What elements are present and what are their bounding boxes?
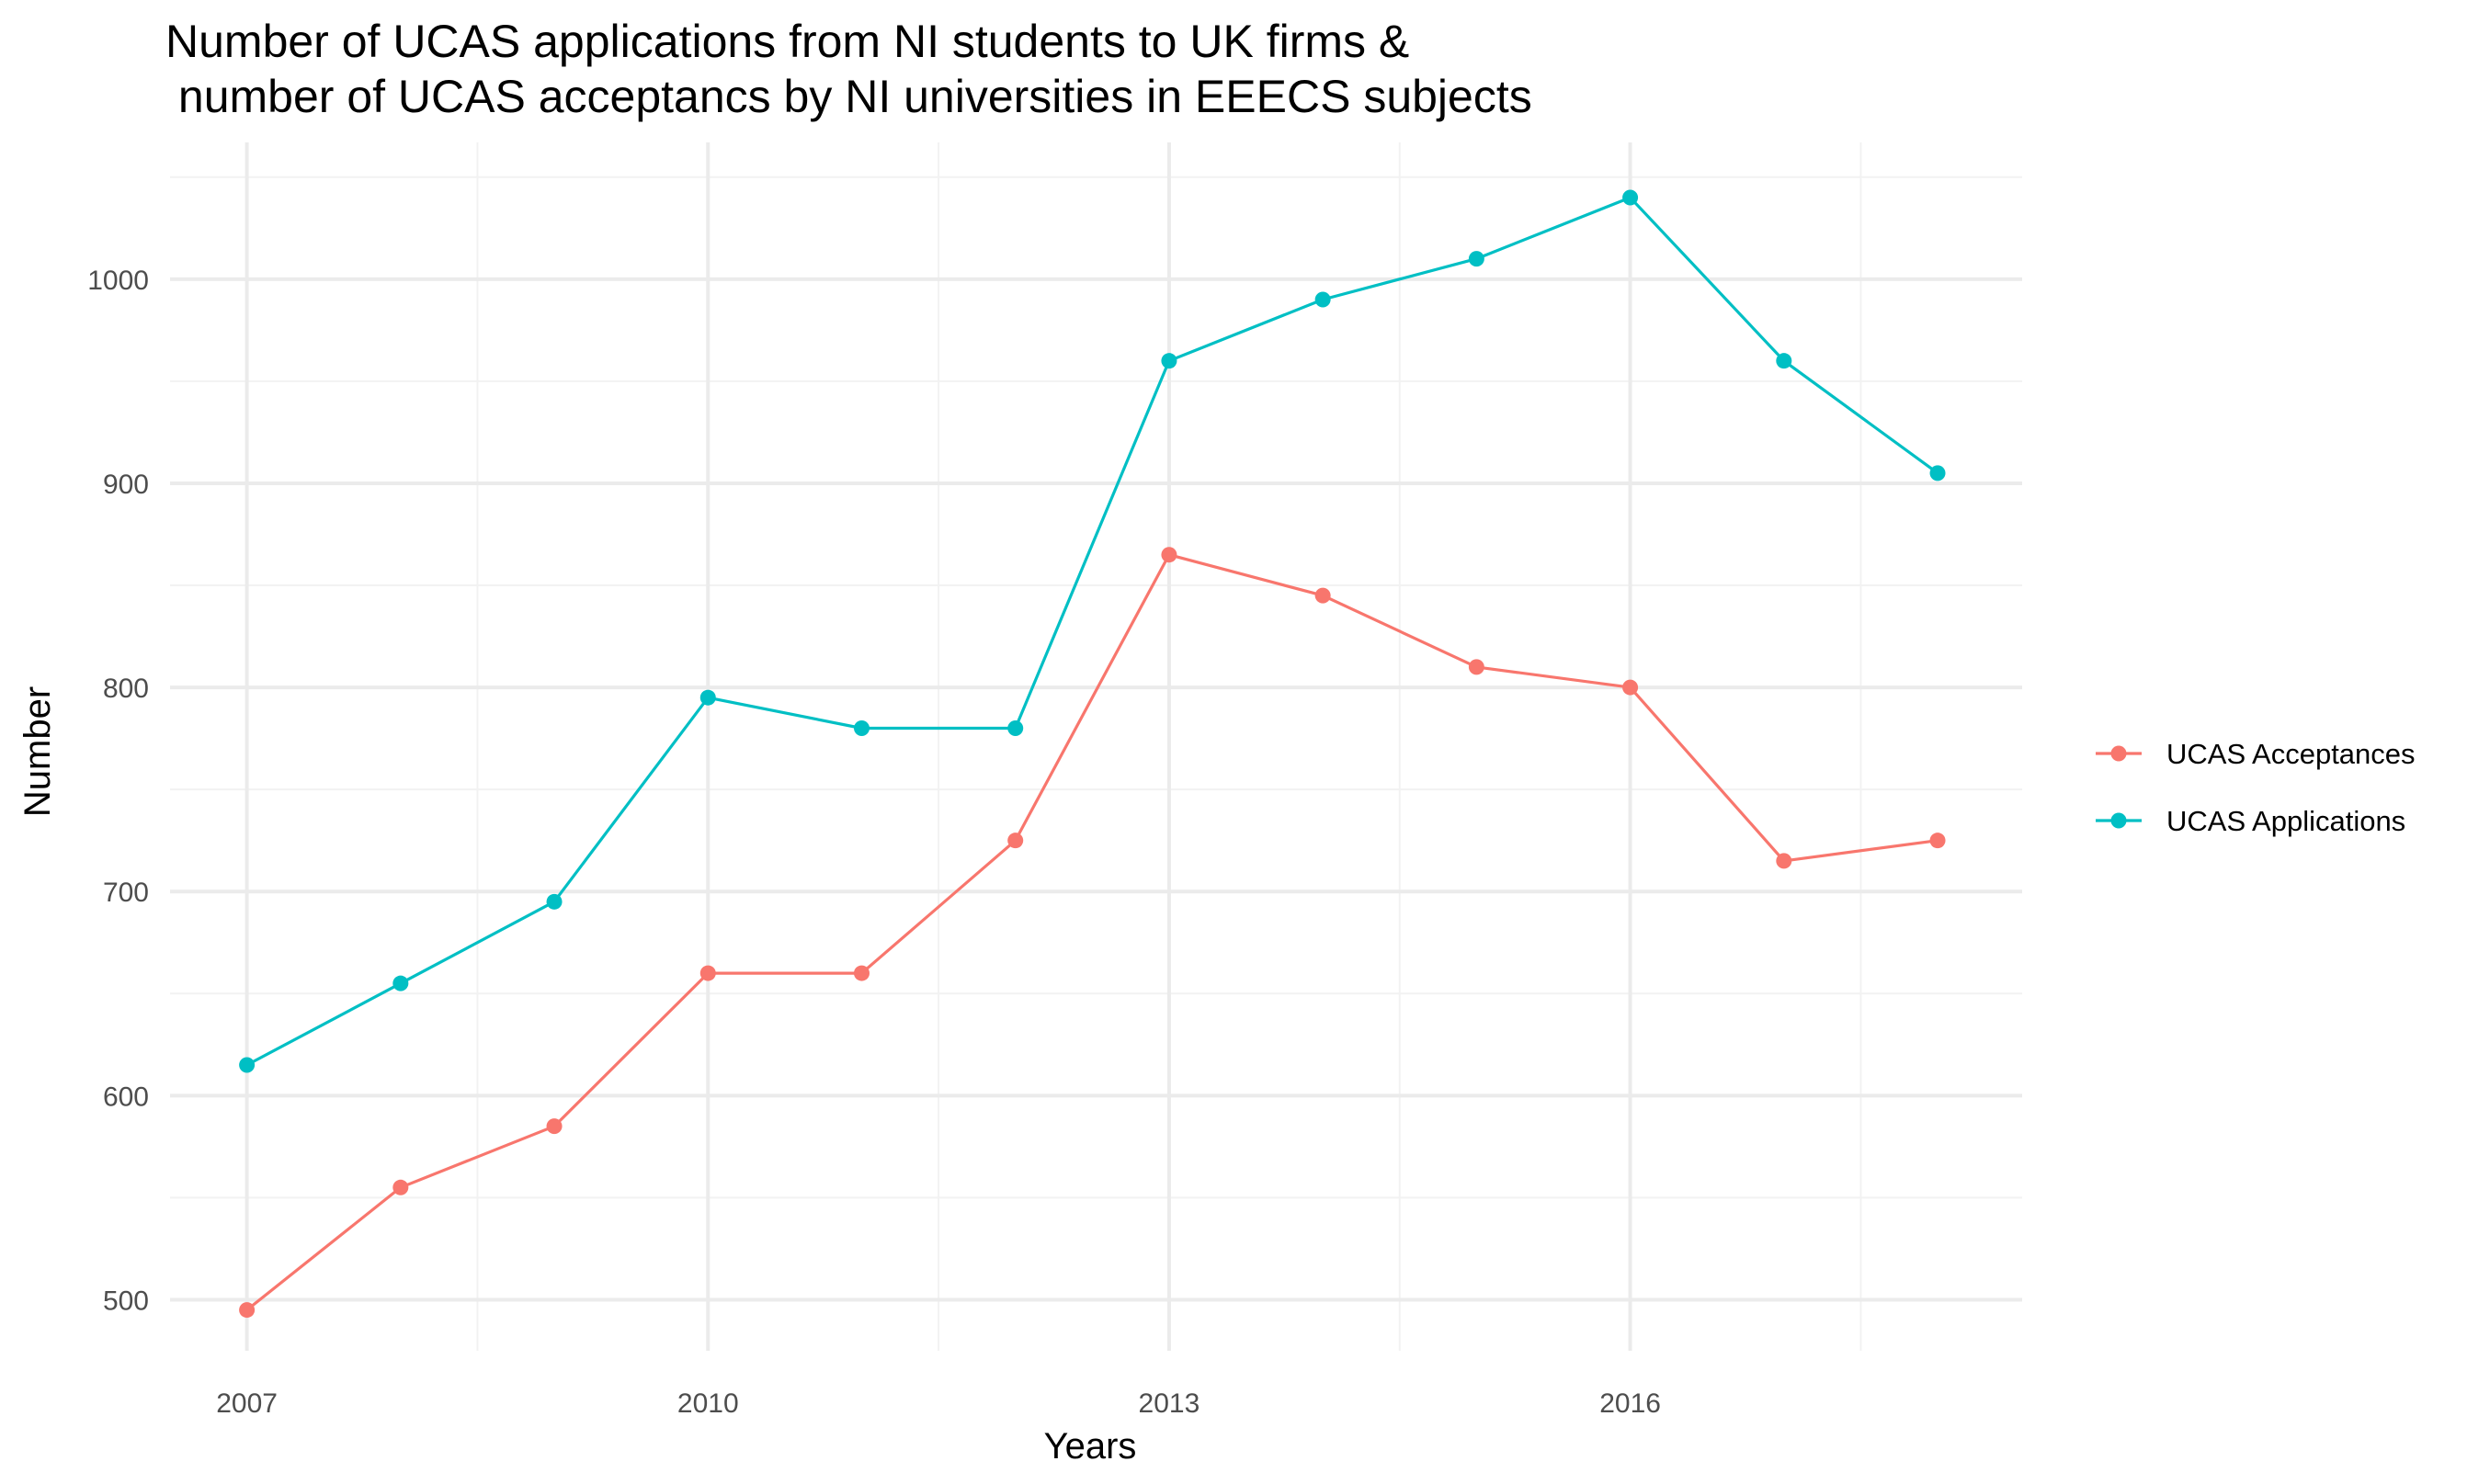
- data-point: [1314, 291, 1331, 308]
- data-point: [392, 975, 409, 991]
- legend-item: UCAS Applications: [2096, 805, 2405, 837]
- y-tick-label: 900: [103, 470, 149, 500]
- series-line: [245, 553, 1939, 1311]
- chart-title-line-1: Number of UCAS applications from NI stud…: [165, 16, 1409, 67]
- series-1: [239, 189, 1946, 1073]
- y-tick-label: 700: [103, 878, 149, 908]
- data-point: [546, 1118, 563, 1135]
- legend: UCAS Acceptances UCAS Applications: [2096, 738, 2416, 837]
- legend-key-point: [2110, 745, 2127, 762]
- y-tick-label: 1000: [87, 266, 149, 296]
- data-point: [1622, 189, 1639, 206]
- data-point: [1007, 720, 1024, 737]
- data-point: [853, 965, 870, 981]
- data-point: [1929, 833, 1946, 849]
- legend-item: UCAS Acceptances: [2096, 738, 2416, 770]
- x-axis-tick-labels: 2007 2010 2013 2016: [216, 1388, 1661, 1419]
- y-tick-label: 500: [103, 1286, 149, 1316]
- y-tick-label: 800: [103, 674, 149, 704]
- data-point: [1622, 679, 1639, 696]
- y-axis-title: Number: [17, 686, 58, 817]
- data-point: [239, 1302, 256, 1319]
- data-point: [1314, 587, 1331, 604]
- chart-title-line-2: number of UCAS acceptancs by NI universi…: [165, 71, 1532, 122]
- grid-minor: [170, 142, 2022, 1351]
- x-tick-label: 2013: [1139, 1388, 1200, 1419]
- y-tick-label: 600: [103, 1082, 149, 1112]
- data-point: [1776, 853, 1792, 869]
- x-axis-title: Years: [1044, 1426, 1137, 1467]
- data-point: [1161, 353, 1177, 369]
- x-tick-label: 2016: [1599, 1388, 1661, 1419]
- series-line: [245, 196, 1939, 1067]
- data-point: [1929, 465, 1946, 481]
- chart-title: Number of UCAS applications from NI stud…: [165, 16, 1532, 122]
- data-point: [1468, 251, 1484, 267]
- data-point: [1776, 353, 1792, 369]
- plot-series: [239, 189, 1946, 1319]
- legend-key-point: [2110, 812, 2127, 829]
- legend-label: UCAS Acceptances: [2166, 738, 2416, 770]
- data-point: [392, 1179, 409, 1195]
- data-point: [699, 965, 716, 981]
- data-point: [239, 1057, 256, 1073]
- legend-label: UCAS Applications: [2166, 805, 2405, 837]
- data-point: [1007, 833, 1024, 849]
- data-point: [853, 720, 870, 737]
- data-point: [546, 893, 563, 910]
- data-point: [1161, 547, 1177, 563]
- y-axis-tick-labels: 500 600 700 800 900 1000: [87, 266, 149, 1317]
- series-0: [239, 547, 1946, 1319]
- x-tick-label: 2010: [677, 1388, 739, 1419]
- x-tick-label: 2007: [216, 1388, 278, 1419]
- data-point: [699, 689, 716, 706]
- data-point: [1468, 659, 1484, 675]
